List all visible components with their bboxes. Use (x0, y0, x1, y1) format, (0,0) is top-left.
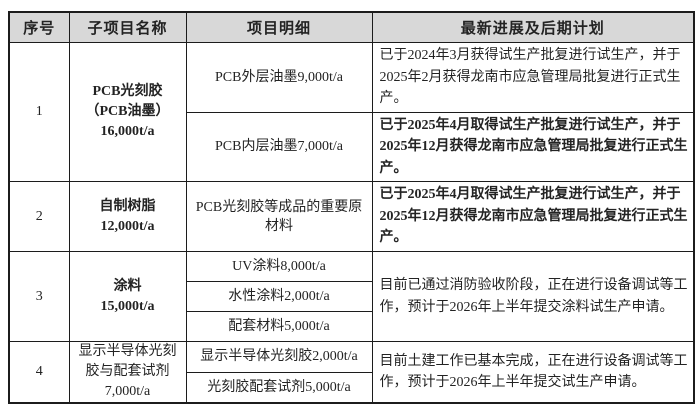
project-progress-table: 序号 子项目名称 项目明细 最新进展及后期计划 1 PCB光刻胶 （PCB油墨）… (8, 11, 695, 404)
row1-progress-inner: 已于2025年4月取得试生产批复进行试生产，并于2025年12月获得龙南市应急管… (371, 111, 695, 182)
row4-no: 4 (8, 341, 70, 404)
row1-detail-inner: PCB内层油墨7,000t/a (185, 111, 373, 182)
table-row: 4 显示半导体光刻 胶与配套试剂 7,000t/a 显示半导体光刻胶2,000t… (8, 341, 695, 404)
row2-detail: PCB光刻胶等成品的重要原材料 (185, 181, 373, 252)
row1-no: 1 (8, 42, 70, 182)
row4-detail-reagent: 光刻胶配套试剂5,000t/a (185, 371, 373, 404)
row3-detail-water: 水性涂料2,000t/a (185, 281, 373, 312)
row3-detail-uv: UV涂料8,000t/a (185, 251, 373, 282)
row1-name: PCB光刻胶 （PCB油墨） 16,000t/a (68, 42, 187, 182)
row2-name: 自制树脂 12,000t/a (68, 181, 187, 252)
row4-progress: 目前土建工作已基本完成，正在进行设备调试等工作，预计于2026年上半年提交试生产… (371, 341, 695, 404)
header-detail: 项目明细 (185, 11, 373, 43)
row1-progress-outer: 已于2024年3月获得试生产批复进行试生产，并于2025年2月获得龙南市应急管理… (371, 42, 695, 113)
header-name: 子项目名称 (68, 11, 187, 43)
row3-no: 3 (8, 251, 70, 342)
table-row: 光刻胶配套试剂5,000t/a (9, 371, 694, 404)
row2-no: 2 (8, 181, 70, 252)
table-row: 3 涂料 15,000t/a UV涂料8,000t/a 目前已通过消防验收阶段，… (8, 251, 695, 342)
row3-detail-support: 配套材料5,000t/a (185, 311, 373, 342)
header-no: 序号 (8, 11, 70, 43)
row3-progress: 目前已通过消防验收阶段，正在进行设备调试等工作，预计于2026年上半年提交涂料试… (371, 251, 695, 342)
table-row: PCB内层油墨7,000t/a 已于2025年4月取得试生产批复进行试生产，并于… (9, 111, 695, 182)
row4-name: 显示半导体光刻 胶与配套试剂 7,000t/a (68, 341, 187, 404)
row4-detail-resist: 显示半导体光刻胶2,000t/a (185, 341, 373, 373)
row3-name: 涂料 15,000t/a (68, 251, 187, 342)
row2-progress: 已于2025年4月取得试生产批复进行试生产，并于2025年12月获得龙南市应急管… (371, 181, 695, 252)
table-row: 2 自制树脂 12,000t/a PCB光刻胶等成品的重要原材料 已于2025年… (8, 181, 695, 252)
row1-detail-outer: PCB外层油墨9,000t/a (185, 42, 373, 113)
header-row: 序号 子项目名称 项目明细 最新进展及后期计划 (8, 11, 695, 43)
table-row: 1 PCB光刻胶 （PCB油墨） 16,000t/a PCB外层油墨9,000t… (8, 42, 695, 182)
header-progress: 最新进展及后期计划 (371, 11, 695, 43)
table-row: 配套材料5,000t/a (9, 311, 694, 342)
